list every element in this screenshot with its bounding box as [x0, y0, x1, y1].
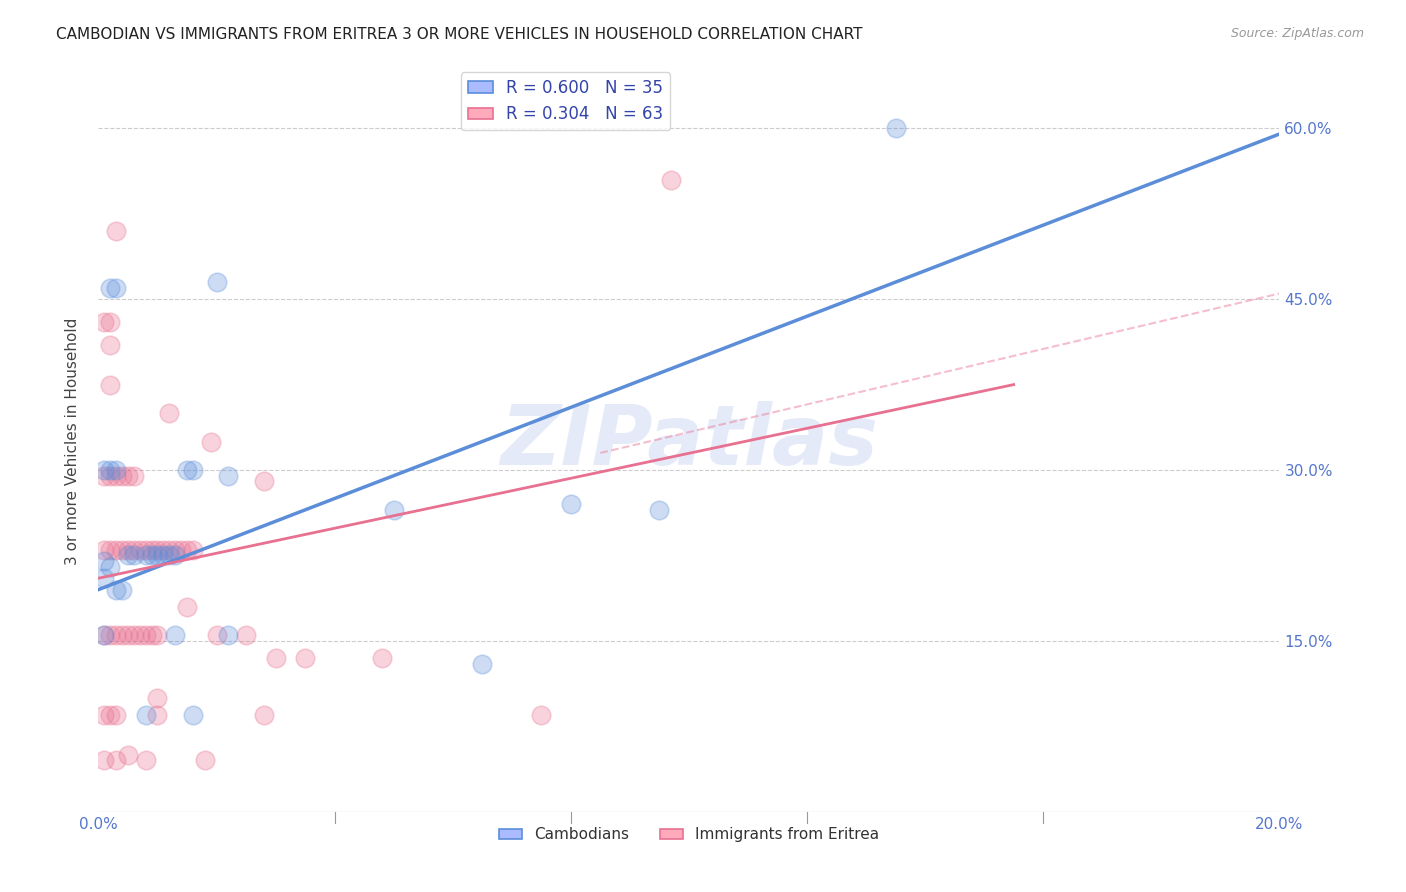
Point	[111, 582, 134, 597]
Legend: Cambodians, Immigrants from Eritrea: Cambodians, Immigrants from Eritrea	[494, 822, 884, 848]
Point	[181, 542, 204, 557]
Point	[382, 503, 405, 517]
Point	[117, 747, 139, 762]
Point	[117, 628, 139, 642]
Point	[141, 628, 163, 642]
Point	[105, 542, 128, 557]
Point	[93, 542, 115, 557]
Point	[93, 628, 115, 642]
Point	[146, 628, 169, 642]
Point	[93, 707, 115, 722]
Point	[560, 497, 582, 511]
Point	[194, 754, 217, 768]
Text: ZIPatlas: ZIPatlas	[501, 401, 877, 482]
Point	[530, 707, 553, 722]
Point	[205, 628, 228, 642]
Point	[128, 542, 150, 557]
Point	[98, 707, 121, 722]
Point	[135, 628, 157, 642]
Point	[141, 549, 163, 563]
Point	[884, 121, 907, 136]
Point	[165, 628, 187, 642]
Point	[93, 315, 115, 329]
Point	[105, 468, 128, 483]
Point	[170, 542, 193, 557]
Point	[235, 628, 257, 642]
Point	[98, 281, 121, 295]
Point	[117, 542, 139, 557]
Point	[111, 628, 134, 642]
Y-axis label: 3 or more Vehicles in Household: 3 or more Vehicles in Household	[65, 318, 80, 566]
Point	[105, 628, 128, 642]
Point	[98, 559, 121, 574]
Point	[98, 315, 121, 329]
Point	[111, 468, 134, 483]
Point	[648, 503, 671, 517]
Point	[105, 224, 128, 238]
Point	[122, 628, 145, 642]
Point	[98, 542, 121, 557]
Point	[117, 549, 139, 563]
Point	[294, 651, 316, 665]
Point	[98, 337, 121, 351]
Point	[93, 628, 115, 642]
Point	[135, 542, 157, 557]
Point	[98, 377, 121, 392]
Point	[135, 754, 157, 768]
Point	[371, 651, 394, 665]
Point	[122, 468, 145, 483]
Point	[165, 542, 187, 557]
Point	[93, 554, 115, 568]
Point	[152, 542, 174, 557]
Point	[264, 651, 287, 665]
Point	[146, 542, 169, 557]
Point	[105, 281, 128, 295]
Point	[157, 542, 180, 557]
Point	[111, 542, 134, 557]
Point	[253, 475, 276, 489]
Point	[253, 707, 276, 722]
Point	[181, 707, 204, 722]
Point	[117, 468, 139, 483]
Point	[146, 690, 169, 705]
Point	[128, 628, 150, 642]
Point	[93, 754, 115, 768]
Point	[217, 628, 239, 642]
Point	[105, 463, 128, 477]
Point	[157, 549, 180, 563]
Point	[98, 468, 121, 483]
Point	[93, 571, 115, 585]
Point	[471, 657, 494, 671]
Point	[659, 172, 682, 186]
Point	[181, 463, 204, 477]
Point	[152, 549, 174, 563]
Point	[122, 542, 145, 557]
Text: CAMBODIAN VS IMMIGRANTS FROM ERITREA 3 OR MORE VEHICLES IN HOUSEHOLD CORRELATION: CAMBODIAN VS IMMIGRANTS FROM ERITREA 3 O…	[56, 27, 863, 42]
Text: Source: ZipAtlas.com: Source: ZipAtlas.com	[1230, 27, 1364, 40]
Point	[146, 549, 169, 563]
Point	[98, 628, 121, 642]
Point	[157, 406, 180, 420]
Point	[135, 707, 157, 722]
Point	[146, 707, 169, 722]
Point	[176, 463, 198, 477]
Point	[217, 468, 239, 483]
Point	[105, 754, 128, 768]
Point	[176, 599, 198, 614]
Point	[105, 707, 128, 722]
Point	[93, 468, 115, 483]
Point	[135, 549, 157, 563]
Point	[205, 275, 228, 289]
Point	[141, 542, 163, 557]
Point	[122, 549, 145, 563]
Point	[93, 463, 115, 477]
Point	[176, 542, 198, 557]
Point	[200, 434, 222, 449]
Point	[98, 463, 121, 477]
Point	[105, 582, 128, 597]
Point	[165, 549, 187, 563]
